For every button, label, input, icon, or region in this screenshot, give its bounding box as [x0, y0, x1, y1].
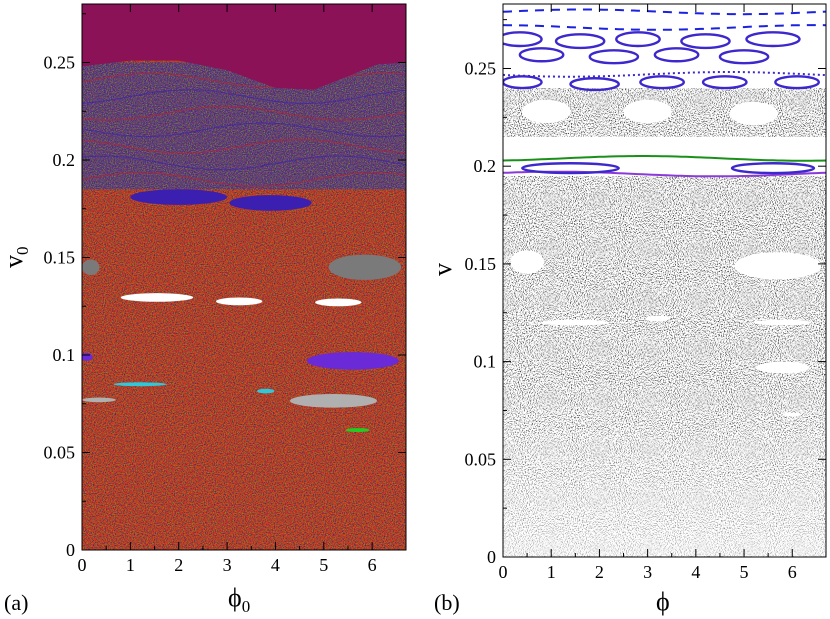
- white-island-b: [645, 315, 670, 322]
- plot-frame-b: [502, 3, 827, 558]
- x-tick-label-b: 1: [547, 562, 556, 582]
- white-island-b: [753, 319, 812, 326]
- island-a: [315, 298, 362, 307]
- white-island-b: [734, 252, 822, 280]
- x-axis-label-b-main: ϕ: [656, 587, 670, 616]
- white-island-b: [756, 361, 810, 374]
- y-axis-label-a-sub: 0: [13, 247, 32, 256]
- island-a: [229, 195, 312, 211]
- resonance-ring-b: [774, 75, 820, 90]
- x-tick-label-a: 2: [174, 555, 183, 575]
- plot-area-a: [82, 4, 406, 550]
- y-axis-label-a-main: v: [0, 255, 28, 268]
- resonance-ring-b: [503, 75, 543, 90]
- x-axis-label-b: ϕ: [656, 587, 670, 616]
- resonance-ring-b: [701, 75, 748, 90]
- x-tick-label-a: 4: [271, 555, 280, 575]
- resonance-ring-b: [554, 33, 606, 50]
- x-tick-label-b: 2: [595, 562, 604, 582]
- band-stripe-a: [82, 89, 406, 104]
- ticks-a: 0 1 2 3 4 5 6 0 0.05 0.1 0.15 0.2 0.25: [44, 4, 406, 575]
- y-tick-label-b: 0: [487, 547, 496, 567]
- x-tick-label-b: 5: [740, 562, 749, 582]
- invariant-curve-b: [503, 8, 826, 16]
- island-a: [306, 352, 399, 370]
- band-stripe-a: [82, 105, 406, 121]
- white-island-b: [510, 250, 544, 274]
- white-island-b: [522, 99, 571, 124]
- island-a: [113, 382, 167, 387]
- invariant-curve-b: [503, 24, 826, 31]
- white-island-b: [623, 99, 672, 124]
- band-stripe-a: [82, 138, 406, 154]
- y-tick-label-a: 0.2: [53, 150, 76, 170]
- resonance-ring-b: [503, 31, 543, 48]
- white-island-b: [782, 412, 802, 417]
- resonance-ring-b: [730, 162, 816, 175]
- y-tick-label-a: 0.15: [44, 248, 76, 268]
- panel-b: 0 1 2 3 4 5 6 0 0.05 0.1 0.15 0.2 0.25 v ϕ (b): [428, 3, 827, 616]
- island-a: [82, 353, 93, 361]
- island-a: [257, 388, 275, 394]
- invariant-curve-b: [503, 155, 826, 162]
- island-a: [345, 428, 370, 433]
- resonance-ring-b: [615, 31, 661, 48]
- y-tick-label-a: 0.05: [44, 443, 76, 463]
- resonance-ring-b: [521, 162, 620, 175]
- ticks-b: 0 1 2 3 4 5 6 0 0.05 0.1 0.15 0.2 0.25: [465, 4, 826, 582]
- x-axis-label-a: ϕ0: [228, 583, 250, 616]
- x-tick-label-a: 3: [223, 555, 232, 575]
- panel-a: 0 1 2 3 4 5 600.050.10.150.20.25 v0 ϕ0 (a): [0, 3, 407, 616]
- island-a: [289, 394, 377, 408]
- resonance-ring-b: [569, 77, 620, 92]
- plot-frame-a: [81, 3, 407, 551]
- y-tick-label-b: 0.1: [474, 352, 497, 372]
- island-a: [82, 397, 116, 403]
- invariant-curve-b: [503, 71, 826, 78]
- upper-basin-a: [82, 4, 406, 90]
- y-tick-label-b: 0.05: [465, 449, 497, 469]
- panel-label-b: (b): [434, 590, 460, 615]
- resonance-ring-b: [588, 49, 640, 65]
- x-tick-label-a: 6: [368, 555, 377, 575]
- y-axis-label-b: v: [428, 263, 457, 276]
- y-tick-label-b: 0.25: [465, 58, 497, 78]
- y-tick-label-a: 0.25: [44, 53, 76, 73]
- resonance-ring-b: [518, 47, 565, 63]
- plot-area-b: [503, 4, 826, 557]
- band-stripe-a: [82, 155, 406, 171]
- x-tick-label-b: 4: [691, 562, 700, 582]
- resonance-ring-b: [718, 49, 770, 65]
- y-tick-label-b: 0.15: [465, 254, 497, 274]
- white-island-b: [729, 101, 778, 126]
- island-a: [120, 293, 194, 302]
- x-tick-label-a: 1: [126, 555, 135, 575]
- y-tick-label-a: 0.1: [53, 345, 76, 365]
- island-a: [328, 254, 402, 280]
- band-stripe-a: [82, 122, 406, 138]
- y-tick-label-a: 0: [66, 540, 75, 560]
- x-axis-label-a-sub: 0: [242, 597, 251, 616]
- resonance-ring-b: [680, 33, 731, 50]
- resonance-ring-b: [653, 47, 700, 63]
- white-island-b: [541, 319, 610, 326]
- resonance-ring-b: [745, 31, 801, 48]
- island-a: [82, 259, 100, 276]
- y-axis-label-b-main: v: [428, 263, 457, 276]
- band-stripe-a: [82, 72, 406, 88]
- x-axis-label-a-main: ϕ: [228, 583, 242, 612]
- island-a: [130, 189, 228, 205]
- band-stripe-a: [82, 172, 406, 187]
- island-a: [215, 297, 263, 306]
- y-axis-label-a: v0: [0, 247, 32, 269]
- x-tick-label-a: 5: [319, 555, 328, 575]
- x-tick-label-b: 0: [499, 562, 508, 582]
- y-tick-label-b: 0.2: [474, 156, 497, 176]
- x-tick-label-a: 0: [78, 555, 87, 575]
- x-tick-label-b: 6: [788, 562, 797, 582]
- resonance-ring-b: [639, 75, 685, 90]
- x-tick-label-b: 3: [643, 562, 652, 582]
- panel-label-a: (a): [4, 590, 28, 615]
